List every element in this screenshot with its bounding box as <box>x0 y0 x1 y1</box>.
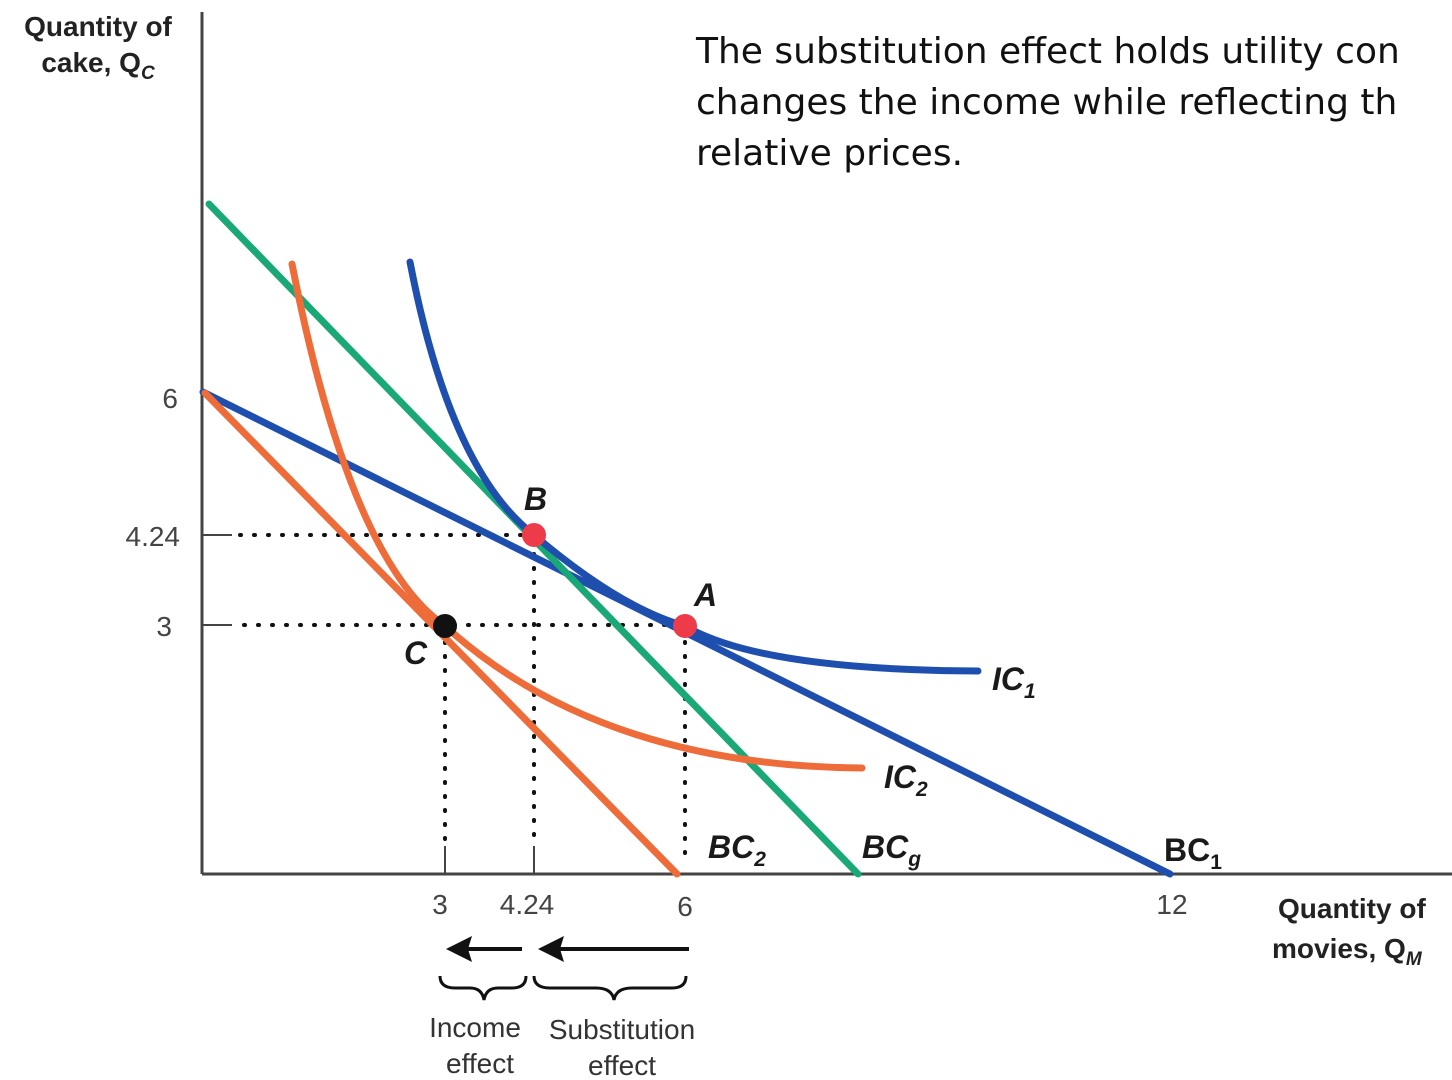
ic1-label: IC1 <box>992 661 1036 703</box>
ic2-label: IC2 <box>884 759 928 801</box>
guide-lines <box>238 533 687 864</box>
y-tick-label-3: 3 <box>156 611 172 642</box>
point-b-label: B <box>524 481 547 517</box>
income-effect-arrow <box>446 936 522 962</box>
x-tick-label-4-24: 4.24 <box>500 889 555 920</box>
point-c-marker <box>433 614 457 638</box>
annotation-line-1: The substitution effect holds utility co… <box>696 31 1400 72</box>
ic2-curve <box>288 260 866 772</box>
substitution-effect-brace <box>532 975 688 1001</box>
substitution-effect-label-line-1: Substitution <box>549 1014 695 1045</box>
x-axis-title-line-1: Quantity of <box>1278 893 1426 924</box>
ic1-curve <box>406 258 982 675</box>
bc1-label: BC1 <box>1164 832 1222 874</box>
bcg-label: BCg <box>862 829 921 871</box>
income-effect-label-line-2: effect <box>446 1048 514 1079</box>
x-tick-label-6: 6 <box>677 891 693 922</box>
income-effect-brace <box>438 975 528 1001</box>
x-axis-title-line-2: movies, QM <box>1272 933 1423 970</box>
income-effect-label-line-1: Income <box>429 1012 521 1043</box>
y-axis-title-line-1: Quantity of <box>24 11 172 42</box>
substitution-effect-label-line-2: effect <box>588 1050 656 1080</box>
annotation-line-3: relative prices. <box>696 133 964 174</box>
point-a-marker <box>673 614 697 638</box>
x-tick-label-3: 3 <box>432 889 448 920</box>
y-axis-title-line-2: cake, QC <box>41 47 155 84</box>
bc2-label: BC2 <box>708 829 766 871</box>
point-c-label: C <box>404 635 428 671</box>
annotation-text: The substitution effect holds utility co… <box>696 26 1452 179</box>
point-a-label: A <box>693 577 717 613</box>
annotation-line-2: changes the income while reflecting th <box>696 82 1398 123</box>
y-tick-label-4-24: 4.24 <box>126 521 181 552</box>
y-tick-label-6: 6 <box>162 383 178 414</box>
point-b-marker <box>522 523 546 547</box>
substitution-effect-arrow <box>538 936 689 962</box>
x-tick-label-12: 12 <box>1156 889 1187 920</box>
